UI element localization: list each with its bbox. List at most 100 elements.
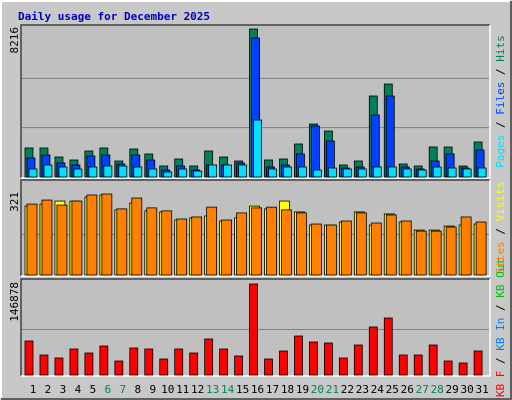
bar (462, 168, 472, 178)
bar (385, 95, 395, 178)
x-tick-label: 2 (45, 383, 52, 396)
x-tick-label: 3 (60, 383, 67, 396)
bar (204, 338, 214, 376)
bar (428, 344, 438, 376)
x-tick-label: 11 (176, 383, 189, 396)
bar (311, 223, 322, 276)
bar (129, 347, 139, 376)
x-tick-label: 31 (475, 383, 488, 396)
bar (460, 216, 472, 276)
chart-title: Daily usage for December 2025 (18, 10, 210, 23)
x-tick-label: 22 (341, 383, 354, 396)
x-tick-label: 24 (371, 383, 385, 396)
bar (251, 207, 262, 276)
x-tick-label: 20 (311, 383, 324, 396)
x-tick-label: 9 (149, 383, 156, 396)
bar (159, 358, 169, 376)
bar (28, 168, 38, 178)
bar (176, 218, 188, 276)
x-tick-label: 5 (90, 383, 97, 396)
bar (475, 221, 487, 276)
bar (296, 212, 307, 276)
x-tick-label: 1 (30, 383, 37, 396)
legend-entry: Visits (494, 182, 507, 222)
legend-separator: / (494, 351, 507, 371)
legend-separator: / (494, 298, 507, 318)
bar (69, 348, 79, 376)
x-tick-label: 17 (266, 383, 279, 396)
bar (323, 342, 333, 376)
x-tick-label: 29 (446, 383, 459, 396)
bar (370, 222, 382, 276)
bar (264, 358, 273, 376)
x-tick-label: 16 (251, 383, 264, 396)
bar (477, 167, 487, 178)
panel-shadow (20, 179, 490, 276)
bar (432, 166, 442, 178)
bar (178, 168, 188, 178)
bar (294, 335, 303, 376)
bar (385, 214, 397, 276)
bar (415, 230, 427, 276)
x-tick-label: 30 (461, 383, 474, 396)
x-tick-label: 8 (134, 383, 141, 396)
bar (355, 212, 367, 276)
bar (146, 207, 158, 276)
bar (383, 317, 393, 376)
bar (417, 169, 427, 178)
bar (131, 197, 143, 276)
bar (54, 357, 64, 376)
bar (342, 168, 352, 178)
bar (368, 326, 378, 376)
bar (279, 350, 288, 376)
x-tick-label: 15 (236, 383, 249, 396)
x-tick-label: 13 (206, 383, 219, 396)
legend-entry: KB F (494, 371, 507, 398)
bar (234, 355, 243, 376)
bar (39, 354, 49, 376)
panel-shadow (20, 24, 490, 178)
legend-entry: KB In (494, 318, 507, 351)
panel-highlight (21, 180, 491, 277)
bar (311, 125, 320, 178)
bar (221, 219, 233, 276)
bar (118, 165, 128, 178)
bar (338, 357, 348, 376)
bar (161, 210, 173, 276)
bar (340, 220, 352, 276)
bar (372, 166, 382, 178)
y-tick-label: 321 (8, 192, 21, 212)
bar (86, 194, 98, 276)
bar (73, 168, 83, 178)
bar (236, 212, 247, 276)
bar (223, 164, 233, 178)
x-tick-label: 23 (356, 383, 369, 396)
legend-separator: / (494, 115, 507, 135)
bar (249, 283, 258, 376)
legend: Pages / Files / Hits (494, 35, 507, 168)
bar (24, 340, 34, 376)
bar (400, 220, 412, 276)
x-tick-label: 10 (161, 383, 174, 396)
x-tick-label: 27 (416, 383, 429, 396)
legend-separator: / (494, 221, 507, 241)
bar (163, 171, 173, 178)
bar (268, 168, 277, 178)
panel-highlight (21, 279, 491, 377)
x-tick-label: 26 (401, 383, 414, 396)
x-tick-label: 18 (281, 383, 294, 396)
bar (253, 119, 262, 178)
bar (101, 193, 113, 276)
bar (266, 206, 277, 276)
bar (133, 166, 143, 178)
legend-entry: Hits (494, 35, 507, 62)
bar (208, 164, 218, 178)
bar (191, 216, 203, 276)
x-tick-label: 7 (120, 383, 127, 396)
bar (219, 348, 229, 376)
bar (447, 167, 457, 178)
legend: Sites / Visits (494, 182, 507, 275)
bar (313, 169, 322, 178)
